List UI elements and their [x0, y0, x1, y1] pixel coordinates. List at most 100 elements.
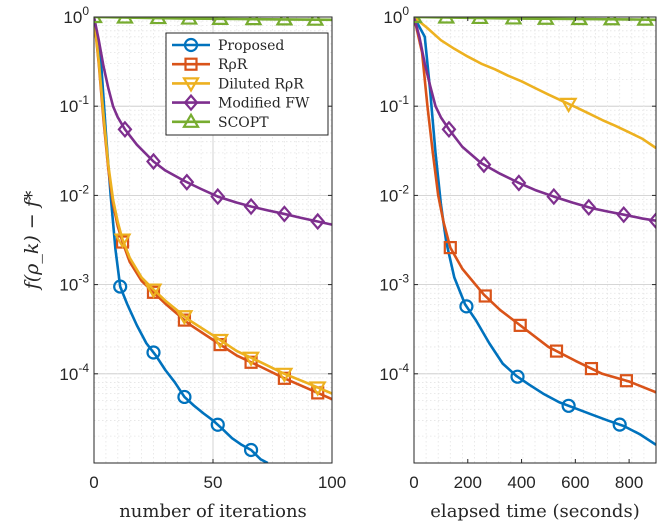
- data-point-modified-fw: [276, 205, 292, 223]
- data-point-modified-fw: [117, 120, 133, 139]
- data-point-r-r: [584, 361, 599, 376]
- data-point-modified-fw: [179, 173, 195, 191]
- data-point-proposed: [146, 345, 161, 360]
- legend-label-diluted-r-r: Diluted RρR: [218, 76, 304, 92]
- data-point-r-r: [443, 240, 457, 255]
- data-point-diluted-r-r: [308, 381, 327, 397]
- x-tick-label: 0: [89, 473, 98, 492]
- right-plot: 0 200 400 600 800 100 10-1 10-2 10-3 10-4 elapsed…: [379, 4, 657, 522]
- series-line-modified-fw: [414, 17, 656, 223]
- data-point-proposed: [210, 417, 225, 432]
- y-tick-label: 10-2: [379, 182, 409, 205]
- x-axis-label: number of iterations: [119, 501, 307, 522]
- plot-area: [414, 17, 656, 463]
- data-point-modified-fw: [210, 187, 226, 206]
- legend-marker-r-r: [184, 57, 198, 71]
- series-line-modified-fw: [94, 17, 332, 226]
- y-tick-label: 10-3: [59, 272, 89, 295]
- legend-label-proposed: Proposed: [218, 38, 284, 54]
- data-point-diluted-r-r: [211, 333, 230, 350]
- series-line-scopt: [414, 17, 656, 22]
- left-plot: 0 50 100 100 10-1 10-2 10-3 10-4 number of iter…: [21, 4, 346, 522]
- series-lines: [94, 17, 332, 463]
- legend-label-modified-fw: Modified FW: [218, 96, 310, 112]
- data-point-proposed: [612, 417, 627, 432]
- y-axis-label: f(ρ_k) − f*: [21, 190, 43, 291]
- legend-marker-modified-fw: [183, 93, 199, 112]
- legend-label-r-r: RρR: [218, 57, 248, 73]
- data-point-scopt: [211, 17, 230, 25]
- data-point-modified-fw: [146, 152, 161, 171]
- series-line-proposed: [94, 17, 269, 463]
- data-point-diluted-r-r: [275, 367, 294, 383]
- y-tick-label: 10-3: [379, 272, 409, 295]
- data-point-scopt: [602, 17, 621, 26]
- series-line-diluted-r-r: [414, 17, 656, 150]
- data-point-scopt: [536, 17, 555, 25]
- data-point-modified-fw: [648, 212, 656, 230]
- data-point-modified-fw: [310, 212, 326, 231]
- data-point-proposed: [561, 398, 576, 413]
- data-point-r-r: [478, 289, 492, 303]
- x-tick-label: 800: [615, 473, 643, 492]
- x-axis-label: elapsed time (seconds): [430, 501, 639, 522]
- y-tick-label: 10-1: [379, 93, 409, 116]
- data-point-modified-fw: [546, 187, 562, 206]
- y-tick-label: 100: [383, 4, 409, 27]
- x-tick-label: 100: [318, 473, 346, 492]
- x-tick-label: 200: [454, 473, 482, 492]
- data-point-scopt: [570, 17, 589, 26]
- y-tick-label: 10-4: [379, 361, 409, 384]
- axes-box: [413, 16, 657, 464]
- tick-labels: 0 200 400 600 800 100 10-1 10-2 10-3 10-4: [379, 4, 643, 492]
- data-point-r-r: [513, 318, 527, 332]
- series-line-r-r: [414, 17, 656, 394]
- x-tick-label: 600: [561, 473, 589, 492]
- data-point-diluted-r-r: [144, 283, 163, 299]
- series-line-proposed: [414, 17, 656, 446]
- data-point-r-r: [619, 374, 634, 388]
- data-point-modified-fw: [243, 197, 259, 216]
- data-point-scopt: [180, 17, 199, 25]
- grid: [414, 17, 656, 464]
- data-point-diluted-r-r: [175, 310, 194, 326]
- data-point-scopt: [470, 17, 489, 25]
- legend-label-scopt: SCOPT: [218, 115, 269, 131]
- data-point-scopt: [275, 17, 294, 26]
- data-point-modified-fw: [581, 198, 597, 217]
- legend-marker-proposed: [183, 37, 199, 53]
- data-point-proposed: [459, 299, 474, 314]
- x-tick-label: 50: [204, 473, 223, 492]
- data-point-scopt: [437, 17, 456, 24]
- data-point-proposed: [177, 389, 192, 405]
- tick-labels: 0 50 100 100 10-1 10-2 10-3 10-4: [59, 4, 346, 492]
- legend-marker-diluted-r-r: [182, 77, 200, 93]
- y-tick-label: 10-1: [59, 93, 89, 116]
- data-point-scopt: [636, 17, 655, 26]
- data-point-scopt: [116, 17, 134, 24]
- tick-marks: [93, 16, 333, 463]
- data-point-proposed: [243, 442, 259, 458]
- y-tick-label: 100: [63, 4, 89, 27]
- data-point-diluted-r-r: [559, 97, 578, 114]
- legend: Proposed RρR Diluted RρR Modified FW SCOPT: [165, 32, 329, 136]
- series-lines: [414, 17, 656, 446]
- data-point-diluted-r-r: [242, 351, 260, 367]
- data-point-modified-fw: [476, 155, 492, 174]
- y-tick-label: 10-4: [59, 361, 89, 384]
- data-point-proposed: [510, 369, 525, 384]
- data-point-modified-fw: [441, 120, 457, 139]
- data-point-modified-fw: [511, 174, 527, 192]
- data-point-r-r: [549, 344, 564, 358]
- data-point-proposed: [113, 279, 128, 294]
- x-tick-label: 400: [507, 473, 535, 492]
- data-point-scopt: [306, 17, 325, 26]
- tick-marks: [413, 16, 656, 463]
- x-tick-label: 0: [409, 473, 418, 492]
- data-point-modified-fw: [616, 205, 632, 224]
- legend-marker-scopt: [182, 112, 200, 128]
- y-tick-label: 10-2: [59, 182, 89, 205]
- data-point-diluted-r-r: [113, 233, 132, 249]
- data-point-scopt: [244, 17, 263, 26]
